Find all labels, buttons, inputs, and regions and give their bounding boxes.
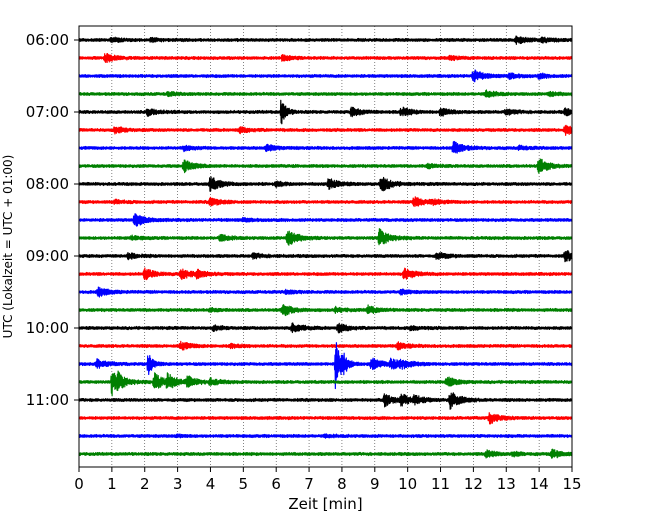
trace-row-1130 <box>78 433 573 439</box>
trace-row-1145 <box>78 448 573 459</box>
x-axis-label: Zeit [min] <box>288 495 362 513</box>
trace-row-1115 <box>78 412 573 425</box>
y-axis-ticks: 06:00 07:00 08:00 09:00 10:00 11:00 <box>26 31 79 409</box>
trace-row-1045 <box>78 370 573 397</box>
trace-row-0745 <box>78 158 573 174</box>
y-tick-label: 09:00 <box>26 247 69 265</box>
trace-row-0615 <box>78 52 573 64</box>
trace-rows <box>78 35 573 459</box>
trace-row-0800 <box>78 176 573 192</box>
y-tick-label: 06:00 <box>26 31 69 49</box>
trace-row-0730 <box>78 140 573 154</box>
x-tick-label: 15 <box>562 475 581 493</box>
trace-row-0700 <box>78 99 573 125</box>
x-tick-label: 5 <box>239 475 249 493</box>
x-tick-label: 2 <box>140 475 150 493</box>
x-tick-label: 7 <box>304 475 314 493</box>
trace-row-0715 <box>78 124 573 136</box>
y-tick-label: 10:00 <box>26 319 69 337</box>
x-tick-label: 1 <box>107 475 117 493</box>
trace-row-0645 <box>78 89 573 98</box>
trace-row-0830 <box>78 213 573 227</box>
trace-row-1015 <box>78 340 573 351</box>
y-tick-label: 08:00 <box>26 175 69 193</box>
x-tick-label: 4 <box>206 475 216 493</box>
trace-row-1100 <box>78 392 573 410</box>
y-axis-label: UTC (Lokalzeit = UTC + 01:00) <box>1 155 15 339</box>
x-axis-ticks: 0 1 2 3 4 5 6 7 8 9 10 11 12 13 14 15 <box>74 467 582 493</box>
x-tick-label: 9 <box>370 475 380 493</box>
trace-row-0845 <box>78 228 573 246</box>
trace-row-1030 <box>78 342 573 390</box>
trace-row-0945 <box>78 304 573 317</box>
x-tick-label: 12 <box>464 475 483 493</box>
plot-frame <box>78 25 573 468</box>
trace-row-0930 <box>78 286 573 298</box>
trace-row-0600 <box>78 35 573 45</box>
x-tick-label: 13 <box>497 475 516 493</box>
trace-row-0900 <box>78 250 573 263</box>
trace-row-0630 <box>78 69 573 83</box>
y-tick-label: 07:00 <box>26 103 69 121</box>
y-tick-label: 11:00 <box>26 391 69 409</box>
x-tick-label: 14 <box>530 475 549 493</box>
x-tick-label: 8 <box>337 475 347 493</box>
x-tick-label: 3 <box>173 475 183 493</box>
trace-row-0815 <box>78 196 573 208</box>
trace-row-1000 <box>78 322 573 334</box>
trace-row-0915 <box>78 267 573 281</box>
x-tick-label: 6 <box>271 475 281 493</box>
x-tick-label: 10 <box>398 475 417 493</box>
x-tick-label: 11 <box>431 475 450 493</box>
x-tick-label: 0 <box>74 475 84 493</box>
